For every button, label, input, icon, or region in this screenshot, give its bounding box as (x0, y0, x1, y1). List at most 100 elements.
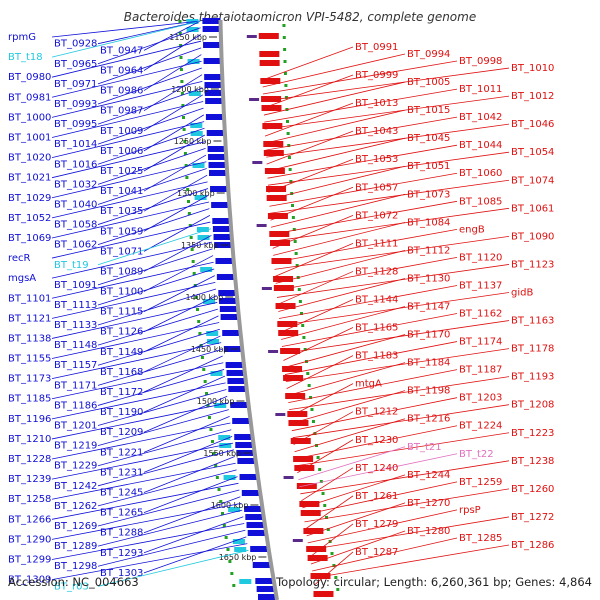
gene-feature-left[interactable] (216, 274, 235, 280)
gene-label-right[interactable]: BT_t22 (459, 449, 494, 460)
gene-feature-right[interactable] (262, 123, 283, 129)
gene-feature-rna[interactable] (190, 131, 203, 136)
gene-label-left[interactable]: BT_1231 (100, 467, 143, 478)
gene-label-left[interactable]: BT_0995 (54, 119, 97, 130)
gene-feature-rna[interactable] (203, 299, 216, 304)
gene-label-right[interactable]: BT_1174 (459, 337, 502, 348)
gene-label-right[interactable]: BT_1013 (355, 98, 398, 109)
gene-label-left[interactable]: BT_1185 (8, 394, 51, 405)
gene-feature-left[interactable] (225, 362, 244, 368)
gene-feature-right[interactable] (269, 231, 290, 237)
gene-label-left[interactable]: BT_0981 (8, 92, 51, 103)
gene-feature-left[interactable] (244, 506, 263, 512)
gene-feature-right[interactable] (249, 98, 260, 101)
gene-feature-right[interactable] (275, 303, 296, 309)
gene-label-left[interactable]: BT_1115 (100, 307, 143, 318)
gene-label-left[interactable]: BT_1155 (8, 354, 51, 365)
gene-feature-right[interactable] (260, 78, 281, 84)
gene-label-right[interactable]: BT_1074 (511, 175, 554, 186)
gene-label-right[interactable]: BT_0998 (459, 56, 502, 67)
gene-label-left[interactable]: BT_1290 (8, 534, 51, 545)
gene-label-right[interactable]: BT_1224 (459, 421, 502, 432)
gene-feature-left[interactable] (237, 458, 256, 464)
gene-label-left[interactable]: BT_1058 (54, 220, 97, 231)
gene-label-left[interactable]: BT_1035 (100, 206, 143, 217)
gene-label-left[interactable]: BT_1126 (100, 327, 143, 338)
gene-label-right[interactable]: BT_0994 (407, 49, 450, 60)
gene-feature-right[interactable] (282, 366, 303, 372)
gene-label-right[interactable]: BT_1216 (407, 414, 450, 425)
gene-feature-left[interactable] (210, 186, 229, 192)
gene-label-right[interactable]: BT_1073 (407, 189, 450, 200)
gene-feature-left[interactable] (230, 402, 249, 408)
gene-feature-left[interactable] (220, 314, 239, 320)
gene-label-right[interactable]: BT_1270 (407, 498, 450, 509)
gene-label-right[interactable]: BT_1244 (407, 470, 450, 481)
gene-label-left[interactable]: BT_t19 (54, 260, 89, 271)
gene-feature-right[interactable] (264, 168, 285, 174)
gene-feature-right[interactable] (259, 60, 280, 66)
gene-label-right[interactable]: BT_1212 (355, 407, 398, 418)
gene-feature-left[interactable] (255, 578, 274, 584)
gene-label-left[interactable]: BT_1229 (54, 461, 97, 472)
gene-label-left[interactable]: BT_1309 (8, 575, 51, 586)
gene-feature-rna[interactable] (188, 91, 201, 96)
gene-label-left[interactable]: BT_0971 (54, 79, 97, 90)
gene-feature-right[interactable] (273, 276, 294, 282)
gene-feature-left[interactable] (227, 378, 246, 384)
gene-label-right[interactable]: BT_1287 (355, 547, 398, 558)
gene-feature-left[interactable] (234, 434, 253, 440)
gene-feature-right[interactable] (307, 555, 328, 561)
gene-feature-left[interactable] (232, 418, 251, 424)
gene-label-right[interactable]: rpsP (459, 505, 481, 516)
gene-feature-left[interactable] (203, 58, 222, 64)
gene-label-right[interactable]: BT_1170 (407, 330, 450, 341)
gene-label-right[interactable]: BT_1137 (459, 280, 502, 291)
gene-feature-right[interactable] (261, 96, 282, 102)
gene-label-left[interactable]: BT_1262 (54, 501, 97, 512)
gene-label-right[interactable]: BT_1057 (355, 182, 398, 193)
gene-label-right[interactable]: BT_1051 (407, 161, 450, 172)
gene-feature-right[interactable] (268, 350, 279, 353)
gene-label-left[interactable]: BT_1269 (54, 521, 97, 532)
gene-label-left[interactable]: BT_1032 (54, 179, 97, 190)
gene-feature-rna[interactable] (218, 435, 231, 440)
gene-label-right[interactable]: engB (459, 224, 485, 235)
gene-label-right[interactable]: BT_1193 (511, 372, 554, 383)
gene-feature-rna[interactable] (206, 331, 219, 336)
gene-feature-left[interactable] (250, 546, 269, 552)
gene-feature-right[interactable] (288, 420, 309, 426)
gene-feature-rna[interactable] (219, 443, 232, 448)
gene-label-left[interactable]: BT_1190 (100, 407, 143, 418)
gene-label-right[interactable]: BT_1240 (355, 463, 398, 474)
gene-label-left[interactable]: BT_1029 (8, 193, 51, 204)
gene-feature-rna[interactable] (239, 579, 252, 584)
gene-label-left[interactable]: BT_1173 (8, 374, 51, 385)
gene-label-right[interactable]: BT_1261 (355, 491, 398, 502)
gene-label-left[interactable]: BT_1303 (100, 568, 143, 579)
gene-label-left[interactable]: BT_1288 (100, 528, 143, 539)
gene-label-right[interactable]: BT_1163 (511, 316, 554, 327)
gene-feature-right[interactable] (252, 161, 263, 164)
gene-feature-right[interactable] (258, 33, 279, 39)
gene-label-right[interactable]: BT_1111 (355, 238, 398, 249)
gene-label-right[interactable]: BT_1130 (407, 273, 450, 284)
gene-label-right[interactable]: BT_1128 (355, 266, 398, 277)
gene-feature-left[interactable] (202, 26, 221, 32)
gene-label-left[interactable]: recR (8, 253, 31, 264)
gene-label-left[interactable]: BT_1006 (100, 146, 143, 157)
gene-feature-left[interactable] (256, 586, 275, 592)
gene-feature-rna[interactable] (192, 163, 205, 168)
gene-feature-right[interactable] (303, 528, 324, 534)
gene-label-right[interactable]: BT_1178 (511, 344, 554, 355)
gene-feature-right[interactable] (266, 195, 287, 201)
gene-label-left[interactable]: BT_1196 (8, 414, 51, 425)
gene-label-left[interactable]: BT_1040 (54, 199, 97, 210)
gene-feature-rna[interactable] (194, 195, 207, 200)
gene-feature-left[interactable] (245, 514, 264, 520)
gene-label-left[interactable]: BT_1289 (54, 541, 97, 552)
gene-feature-left[interactable] (219, 298, 238, 304)
gene-label-left[interactable]: BT_1148 (54, 340, 97, 351)
gene-label-left[interactable]: BT_1298 (54, 561, 97, 572)
